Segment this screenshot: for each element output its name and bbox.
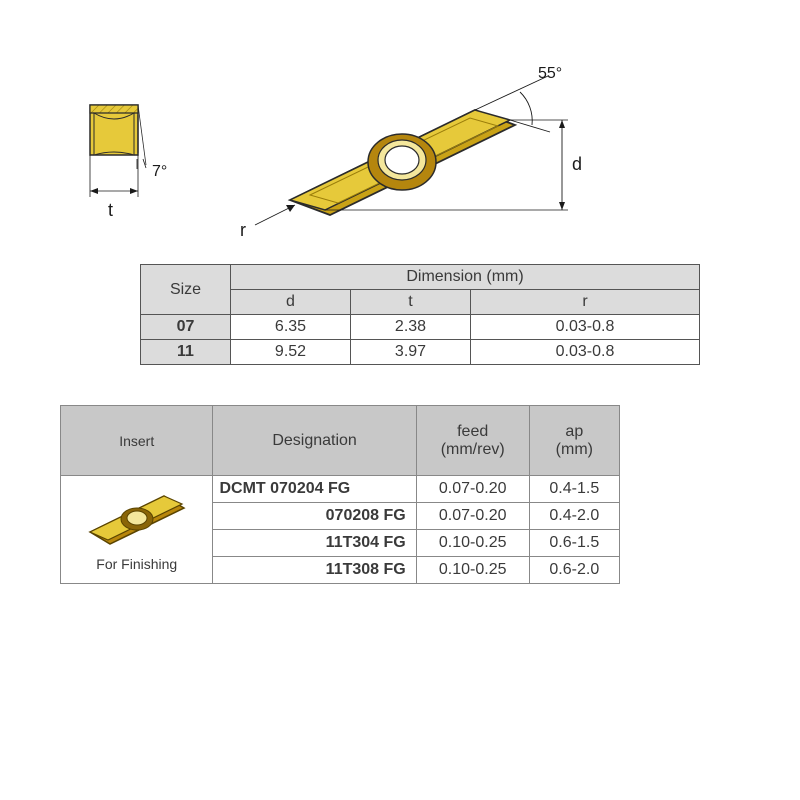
diagram-svg: 7° t — [60, 50, 620, 260]
table-header-row: Insert Designation feed (mm/rev) ap (mm) — [61, 406, 620, 476]
ap-cell: 0.6-2.0 — [529, 557, 619, 584]
ap-cell: 0.4-2.0 — [529, 503, 619, 530]
ap-cell: 0.4-1.5 — [529, 476, 619, 503]
cell-t: 3.97 — [351, 340, 471, 365]
size-cell: 11 — [141, 340, 231, 365]
feed-cell: 0.10-0.25 — [416, 530, 529, 557]
insert-table: Insert Designation feed (mm/rev) ap (mm)… — [60, 405, 620, 584]
dim-r-label: r — [240, 220, 246, 240]
insert-header: Insert — [61, 406, 213, 476]
dim-d-label: d — [572, 154, 582, 174]
cell-r: 0.03-0.8 — [471, 315, 700, 340]
designation-prefix: DCMT — [219, 480, 265, 497]
angle-side-label: 7° — [152, 163, 167, 180]
angle-top-label: 55° — [538, 65, 562, 82]
insert-caption: For Finishing — [96, 556, 177, 572]
designation-cell: 070208 FG — [213, 503, 416, 530]
designation-cell: 11T304 FG — [213, 530, 416, 557]
feed-header: feed (mm/rev) — [416, 406, 529, 476]
dim-t-label: t — [108, 200, 113, 220]
page-root: 7° t — [60, 50, 700, 584]
table-row: Size Dimension (mm) — [141, 265, 700, 290]
feed-cell: 0.10-0.25 — [416, 557, 529, 584]
col-r: r — [471, 290, 700, 315]
designation-cell: 11T308 FG — [213, 557, 416, 584]
cell-t: 2.38 — [351, 315, 471, 340]
table-row: 07 6.35 2.38 0.03-0.8 — [141, 315, 700, 340]
size-header: Size — [141, 265, 231, 315]
technical-diagram: 7° t — [60, 50, 620, 260]
ap-header: ap (mm) — [529, 406, 619, 476]
feed-cell: 0.07-0.20 — [416, 476, 529, 503]
cell-r: 0.03-0.8 — [471, 340, 700, 365]
designation-cell: DCMT 070204 FG — [213, 476, 416, 503]
cell-d: 6.35 — [231, 315, 351, 340]
cell-d: 9.52 — [231, 340, 351, 365]
table-row: 11 9.52 3.97 0.03-0.8 — [141, 340, 700, 365]
dimension-header: Dimension (mm) — [231, 265, 700, 290]
col-t: t — [351, 290, 471, 315]
feed-cell: 0.07-0.20 — [416, 503, 529, 530]
size-cell: 07 — [141, 315, 231, 340]
ap-cell: 0.6-1.5 — [529, 530, 619, 557]
designation-header: Designation — [213, 406, 416, 476]
insert-icon — [82, 488, 192, 550]
designation-code: 070204 FG — [270, 480, 350, 497]
table-row: For Finishing DCMT 070204 FG 0.07-0.20 0… — [61, 476, 620, 503]
insert-image-cell: For Finishing — [61, 476, 213, 584]
col-d: d — [231, 290, 351, 315]
dimension-table: Size Dimension (mm) d t r 07 6.35 2.38 0… — [140, 264, 700, 365]
